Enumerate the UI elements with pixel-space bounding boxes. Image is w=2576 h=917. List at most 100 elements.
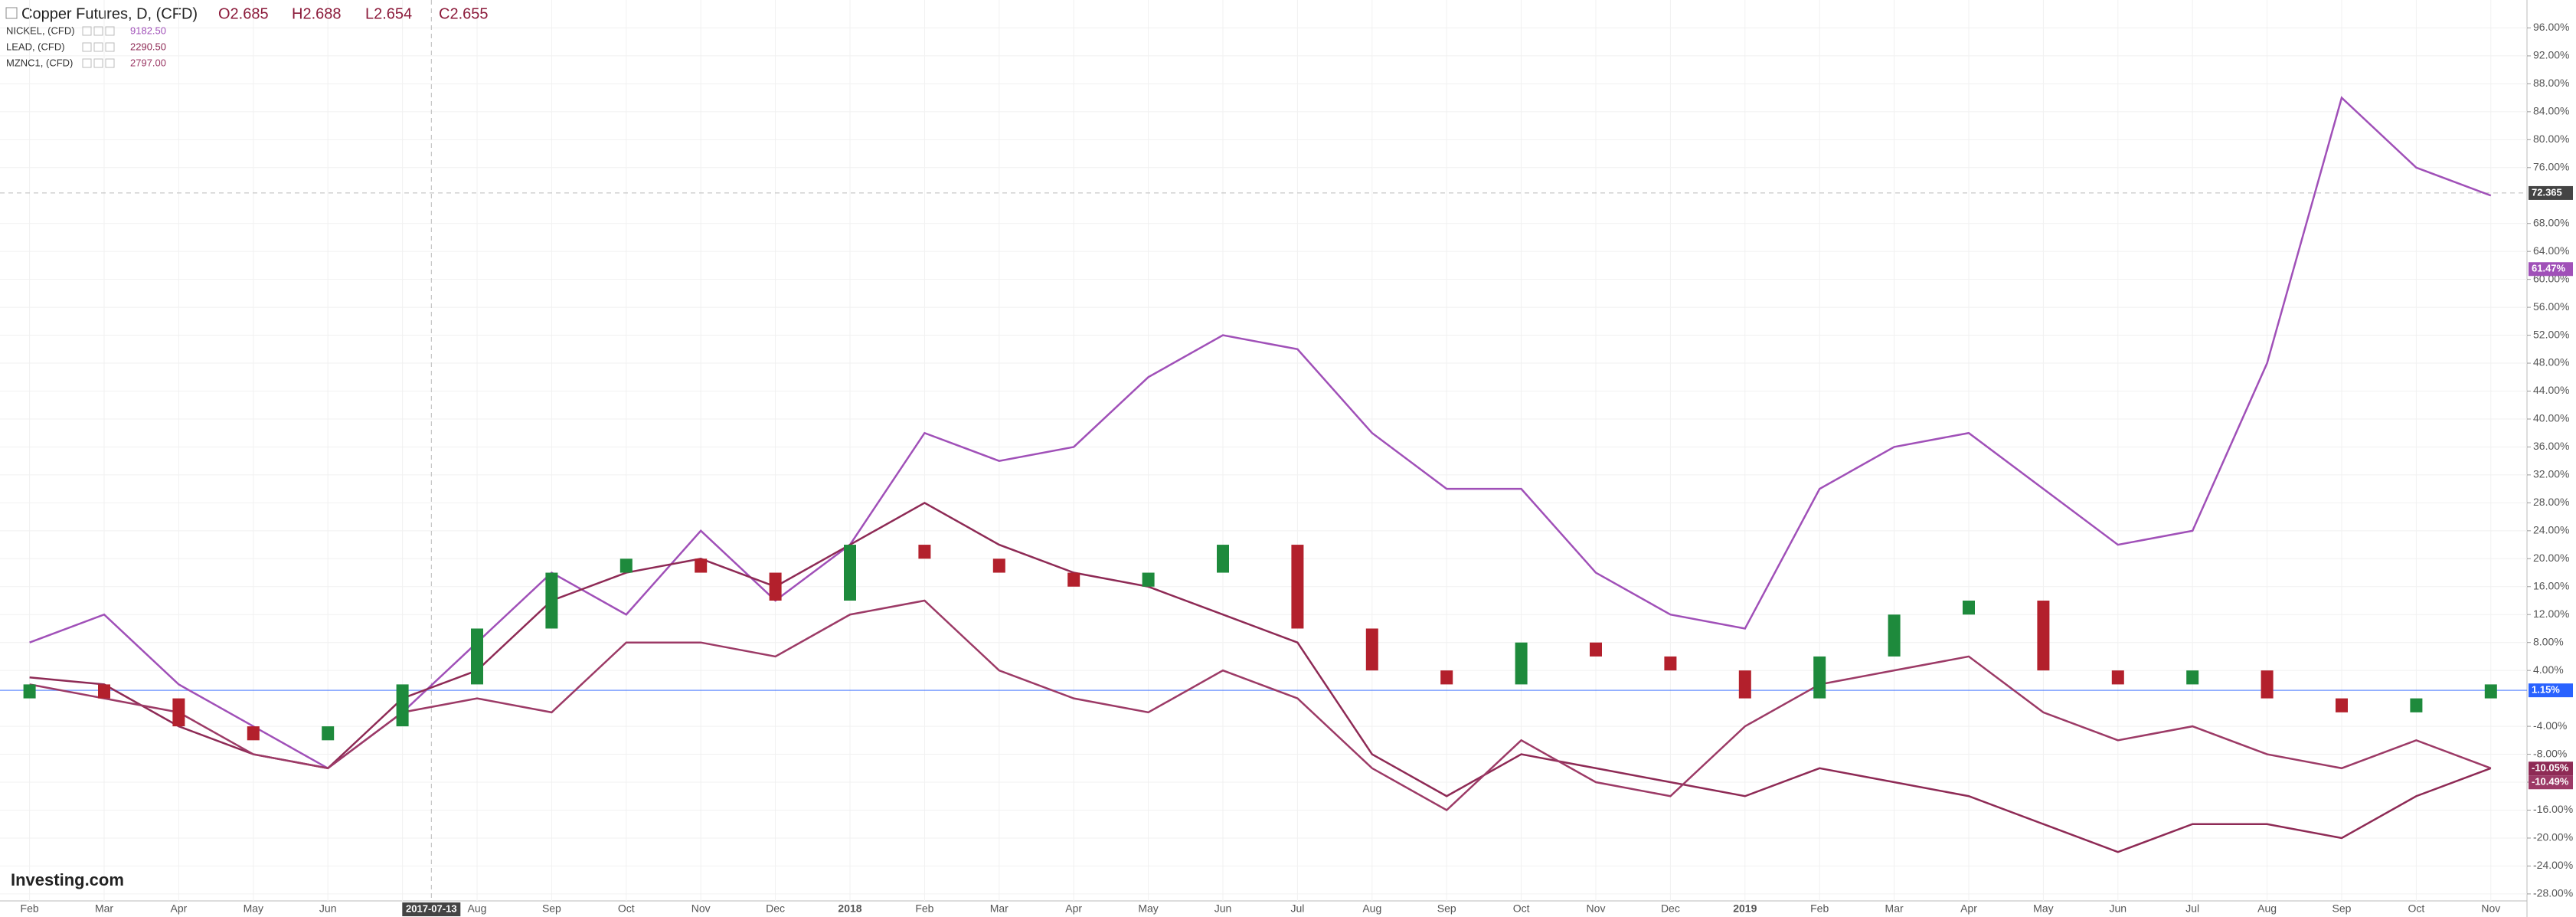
crosshair-x-tag bbox=[402, 902, 461, 916]
y-tick-label: 4.00% bbox=[2533, 663, 2564, 676]
legend-button bbox=[93, 58, 103, 68]
y-tick-label: 36.00% bbox=[2533, 440, 2569, 452]
candle bbox=[2336, 698, 2348, 712]
y-tick-label: -28.00% bbox=[2533, 887, 2573, 899]
x-tick-label: Dec bbox=[1661, 902, 1680, 915]
y-tick-label: -8.00% bbox=[2533, 747, 2567, 759]
x-tick-label: Jun bbox=[2110, 902, 2127, 915]
legend-button bbox=[105, 42, 115, 52]
x-tick-label: Aug bbox=[2257, 902, 2277, 915]
y-tick-label: 88.00% bbox=[2533, 77, 2569, 89]
candle bbox=[619, 558, 633, 573]
legend-button bbox=[82, 58, 92, 68]
legend-button bbox=[105, 26, 115, 36]
price-tag-label: 61.47% bbox=[2532, 263, 2566, 274]
collapse-icon[interactable] bbox=[5, 7, 18, 19]
candle bbox=[1142, 572, 1155, 587]
x-tick-label: Oct bbox=[1513, 902, 1530, 915]
chart-title: Copper Futures, D, (CFD) bbox=[21, 5, 198, 22]
x-tick-label: Nov bbox=[2481, 902, 2500, 915]
candle bbox=[1067, 572, 1080, 587]
price-tag bbox=[2529, 775, 2573, 790]
x-tick-label: May bbox=[244, 902, 263, 915]
candle bbox=[2261, 670, 2274, 699]
x-tick-label: Sep bbox=[542, 902, 561, 915]
legend-last: 2797.00 bbox=[130, 57, 166, 68]
x-tick-label: Sep bbox=[2332, 902, 2352, 915]
candle bbox=[1515, 642, 1528, 685]
legend-button bbox=[93, 26, 103, 36]
candle bbox=[23, 684, 36, 699]
y-tick-label: 64.00% bbox=[2533, 244, 2569, 257]
price-tag bbox=[2529, 761, 2573, 776]
x-tick-label: Apr bbox=[1065, 902, 1082, 915]
y-tick-label: 44.00% bbox=[2533, 384, 2569, 396]
candle bbox=[1888, 614, 1901, 657]
x-tick-label: Sep bbox=[1437, 902, 1456, 915]
x-tick-label: Nov bbox=[691, 902, 711, 915]
legend-name[interactable]: MZNC1, (CFD) bbox=[6, 57, 73, 68]
candle bbox=[844, 545, 856, 601]
legend-button bbox=[82, 26, 92, 36]
x-tick-label: Apr bbox=[171, 902, 188, 915]
y-tick-label: 32.00% bbox=[2533, 468, 2569, 480]
candle bbox=[1664, 656, 1677, 671]
y-tick-label: 20.00% bbox=[2533, 552, 2569, 564]
x-tick-label: 2019 bbox=[1733, 902, 1757, 915]
y-tick-label: 96.00% bbox=[2533, 21, 2569, 33]
y-tick-label: -4.00% bbox=[2533, 719, 2567, 732]
price-tag-label: -10.49% bbox=[2532, 776, 2569, 788]
y-tick-label: 28.00% bbox=[2533, 496, 2569, 508]
x-tick-label: Jul bbox=[1290, 902, 1304, 915]
x-tick-label: Aug bbox=[468, 902, 487, 915]
series-line bbox=[29, 599, 2492, 812]
candle bbox=[769, 572, 782, 601]
candle bbox=[396, 684, 409, 727]
x-tick-label: Jun bbox=[1214, 902, 1232, 915]
candle bbox=[2410, 698, 2423, 712]
x-tick-label: Nov bbox=[1587, 902, 1606, 915]
ohlc-value: C2.655 bbox=[439, 5, 489, 22]
price-tag bbox=[2529, 683, 2573, 698]
candle bbox=[2484, 684, 2497, 699]
candle bbox=[1590, 642, 1602, 657]
watermark: Investing.com bbox=[11, 870, 124, 889]
legend-button bbox=[105, 58, 115, 68]
series-line bbox=[29, 96, 2492, 770]
y-tick-label: 52.00% bbox=[2533, 328, 2569, 340]
candle bbox=[1963, 601, 1975, 615]
price-tag bbox=[2529, 262, 2573, 277]
candle bbox=[1738, 670, 1751, 699]
legend-last: 2290.50 bbox=[130, 41, 166, 52]
y-tick-label: 56.00% bbox=[2533, 300, 2569, 313]
candle bbox=[247, 726, 260, 741]
candle bbox=[1217, 545, 1229, 573]
x-tick-label: Aug bbox=[1362, 902, 1381, 915]
legend-name[interactable]: LEAD, (CFD) bbox=[6, 41, 65, 52]
legend-name[interactable]: NICKEL, (CFD) bbox=[6, 25, 75, 36]
x-tick-label: Jun bbox=[319, 902, 337, 915]
ohlc-value: L2.654 bbox=[365, 5, 412, 22]
x-tick-label: Oct bbox=[2408, 902, 2425, 915]
y-tick-label: 12.00% bbox=[2533, 608, 2569, 620]
candle bbox=[1440, 670, 1453, 685]
crosshair-y-label: 72.365 bbox=[2532, 186, 2562, 198]
x-tick-label: Feb bbox=[21, 902, 39, 915]
x-tick-label: Oct bbox=[618, 902, 635, 915]
series-line bbox=[29, 501, 2492, 853]
x-tick-label: Dec bbox=[766, 902, 785, 915]
legend-last: 9182.50 bbox=[130, 25, 166, 36]
legend-button bbox=[82, 42, 92, 52]
candle bbox=[918, 545, 931, 559]
candle bbox=[992, 558, 1005, 573]
y-tick-label: 80.00% bbox=[2533, 133, 2569, 145]
y-tick-label: 24.00% bbox=[2533, 524, 2569, 536]
candle bbox=[471, 628, 483, 685]
y-tick-label: 48.00% bbox=[2533, 356, 2569, 368]
candle bbox=[2037, 601, 2050, 671]
candle bbox=[695, 558, 708, 573]
y-tick-label: 16.00% bbox=[2533, 579, 2569, 591]
candle bbox=[98, 684, 110, 699]
legend-button bbox=[93, 42, 103, 52]
